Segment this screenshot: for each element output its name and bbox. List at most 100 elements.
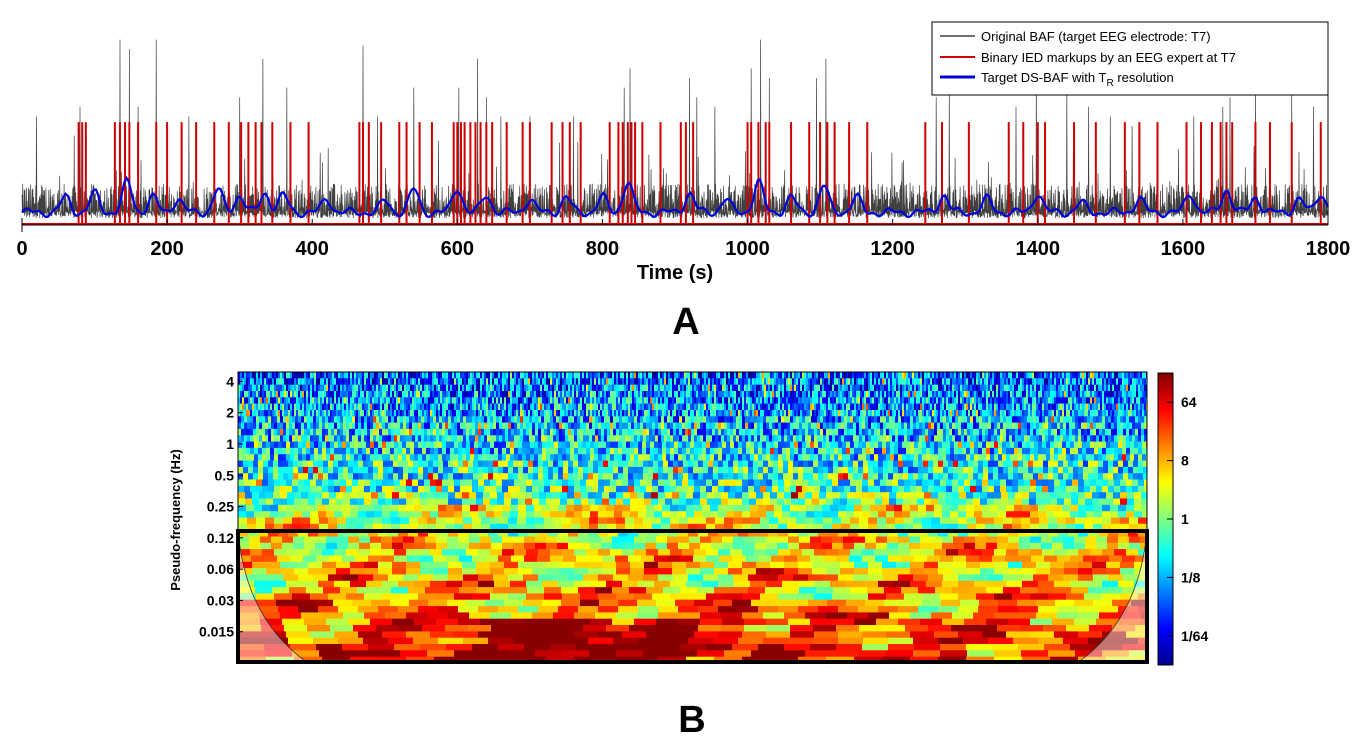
scalogram-cell — [950, 397, 953, 405]
scalogram-cell — [920, 378, 923, 386]
scalogram-cell — [640, 378, 643, 386]
scalogram-cell — [1018, 384, 1021, 392]
scalogram-cell — [388, 410, 391, 417]
scalogram-cell — [406, 441, 411, 449]
scalogram-cell — [1126, 378, 1129, 386]
scalogram-cell — [894, 441, 899, 449]
scalogram-cell — [532, 391, 535, 398]
scalogram-cell — [1104, 372, 1107, 379]
scalogram-cell — [910, 378, 913, 386]
scalogram-cell — [280, 403, 283, 411]
scalogram-cell — [1052, 372, 1055, 379]
scalogram-cell — [960, 410, 963, 417]
scalogram-cell — [1038, 403, 1041, 411]
scalogram-cell — [774, 397, 777, 405]
scalogram-cell — [374, 384, 377, 392]
scalogram-cell — [1004, 384, 1007, 392]
scalogram-cell — [838, 416, 842, 424]
scalogram-cell — [1080, 410, 1083, 417]
scalogram-cell — [878, 403, 881, 411]
scalogram-cell — [1105, 435, 1109, 443]
scalogram-cell — [240, 372, 243, 379]
scalogram-cell — [610, 435, 614, 443]
scalogram-cell — [874, 391, 877, 398]
scalogram-cell — [978, 447, 983, 455]
scalogram-cell — [301, 428, 305, 436]
scalogram-cell — [475, 428, 479, 436]
scalogram-cell — [913, 416, 917, 424]
scalogram-cell — [284, 372, 287, 379]
scalogram-cell — [360, 372, 363, 379]
scalogram-cell — [670, 410, 673, 417]
scalogram-cell — [1050, 372, 1053, 379]
scalogram-cell — [270, 384, 273, 392]
scalogram-cell — [798, 410, 801, 417]
scalogram-cell — [990, 410, 993, 417]
scalogram-cell — [562, 422, 566, 430]
scalogram-cell — [1111, 428, 1115, 436]
scalogram-cell — [1092, 372, 1095, 379]
scalogram-cell — [788, 410, 791, 417]
scalogram-cell — [1066, 416, 1070, 424]
scalogram-cell — [376, 416, 380, 424]
scalogram-cell — [997, 428, 1001, 436]
scalogram-cell — [1096, 384, 1099, 392]
scalogram-cell — [984, 378, 987, 386]
scalogram-cell — [1142, 447, 1147, 455]
scalogram-cell — [787, 416, 791, 424]
scalogram-cell — [745, 435, 749, 443]
scalogram-cell — [238, 403, 241, 411]
scalogram-cell — [1000, 403, 1003, 411]
scalogram-cell — [956, 384, 959, 392]
scalogram-cell — [588, 384, 591, 392]
scalogram-cell — [793, 428, 797, 436]
scalogram-cell — [883, 435, 887, 443]
scalogram-cell — [1030, 447, 1035, 455]
scalogram-cell — [680, 397, 683, 405]
scalogram-cell — [912, 397, 915, 405]
scalogram-cell — [324, 397, 327, 405]
scalogram-cell — [1036, 410, 1039, 417]
scalogram-cell — [730, 378, 733, 386]
scalogram-cell — [954, 384, 957, 392]
scalogram-cell — [424, 428, 428, 436]
scalogram-cell — [625, 428, 629, 436]
scalogram-cell — [640, 403, 643, 411]
scalogram-cell — [752, 372, 755, 379]
scalogram-cell — [810, 447, 815, 455]
scalogram-cell — [544, 391, 547, 398]
scalogram-cell — [1020, 397, 1023, 405]
scalogram-cell — [872, 372, 875, 379]
scalogram-cell — [1062, 384, 1065, 392]
scalogram-cell — [300, 378, 303, 386]
scalogram-cell — [1036, 422, 1040, 430]
scalogram-cell — [414, 397, 417, 405]
scalogram-cell — [248, 403, 251, 411]
scalogram-cell — [594, 391, 597, 398]
scalogram-cell — [972, 384, 975, 392]
scalogram-cell — [656, 403, 659, 411]
scalogram-cell — [1068, 378, 1071, 386]
scalogram-cell — [830, 403, 833, 411]
scalogram-cell — [490, 410, 493, 417]
scalogram-cell — [490, 397, 493, 405]
scalogram-cell — [592, 403, 595, 411]
scalogram-cell — [508, 378, 511, 386]
scalogram-cell — [938, 391, 941, 398]
scalogram-cell — [890, 441, 895, 449]
scalogram-cell — [775, 435, 779, 443]
scalogram-cell — [890, 378, 893, 386]
scalogram-cell — [934, 441, 939, 449]
scalogram-cell — [529, 416, 533, 424]
scalogram-cell — [930, 372, 933, 379]
scalogram-cell — [730, 397, 733, 405]
scalogram-cell — [949, 422, 953, 430]
scalogram-cell — [394, 428, 398, 436]
scalogram-cell — [722, 391, 725, 398]
scalogram-cell — [1022, 403, 1025, 411]
scalogram-cell — [916, 435, 920, 443]
scalogram-cell — [1094, 403, 1097, 411]
scalogram-cell — [514, 422, 518, 430]
scalogram-cell — [576, 378, 579, 386]
scalogram-cell — [985, 428, 989, 436]
